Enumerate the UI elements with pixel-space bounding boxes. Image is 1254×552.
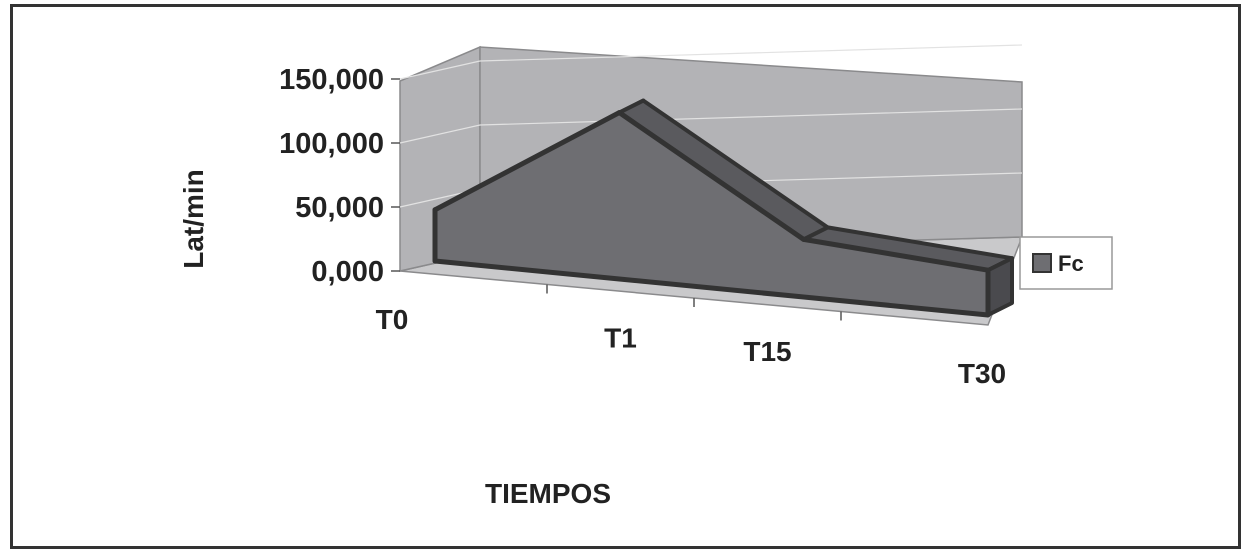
x-tick-label: T30	[958, 358, 1006, 389]
y-tick-label: 150,000	[279, 64, 384, 96]
data-point	[801, 236, 807, 242]
series-side-face	[986, 256, 1014, 317]
chart-frame: 0,000 50,000 100,000 150,000 T0 T1 T15 T30 Lat…	[10, 4, 1241, 549]
y-tick-label: 100,000	[279, 128, 384, 160]
legend: Fc	[1019, 236, 1113, 290]
y-axis-ticks: 0,000 50,000 100,000 150,000	[279, 64, 400, 288]
data-point	[985, 267, 991, 273]
x-axis-title: TIEMPOS	[485, 478, 611, 509]
y-axis-title: Lat/min	[178, 169, 209, 269]
y-tick-label: 50,000	[295, 192, 384, 224]
legend-swatch	[1032, 253, 1052, 273]
gridline	[399, 44, 1023, 80]
x-tick-label: T1	[604, 322, 637, 353]
series-area	[432, 98, 1014, 318]
area-chart: 0,000 50,000 100,000 150,000 T0 T1 T15 T30 Lat…	[178, 44, 1113, 509]
x-tick-label: T0	[376, 304, 409, 335]
data-point	[616, 110, 622, 116]
gridline	[399, 108, 1023, 144]
series-front-face	[432, 110, 991, 318]
x-axis-ticks: T0 T1 T15 T30	[376, 284, 1006, 389]
data-point	[432, 207, 438, 213]
legend-label-fc: Fc	[1058, 251, 1084, 276]
y-tick-label: 0,000	[311, 256, 384, 288]
x-tick-label: T15	[743, 336, 791, 367]
